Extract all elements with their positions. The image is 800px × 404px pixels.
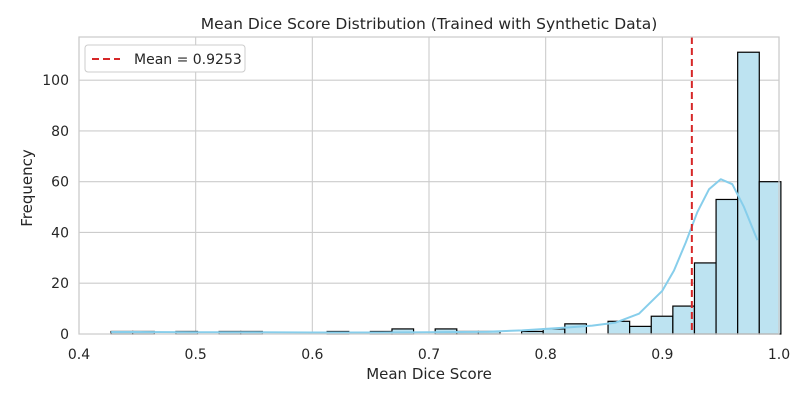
x-axis-label: Mean Dice Score <box>366 365 492 383</box>
plot-frame <box>78 36 780 335</box>
x-tick-label-6: 1.0 <box>768 347 790 363</box>
x-tick-label-1: 0.5 <box>185 347 207 363</box>
x-tick-label-3: 0.7 <box>418 347 440 363</box>
histogram-bar-27 <box>693 262 717 335</box>
x-tick-label-0: 0.4 <box>68 347 90 363</box>
chart-title: Mean Dice Score Distribution (Trained wi… <box>201 15 658 33</box>
legend-label-mean: Mean = 0.9253 <box>134 52 242 68</box>
y-tick-labels: 0 20 40 60 80 100 <box>42 73 69 343</box>
histogram-bar-25 <box>650 315 674 335</box>
y-tick-label-2: 40 <box>51 225 69 241</box>
y-tick-label-0: 0 <box>60 327 69 343</box>
y-axis-label: Frequency <box>18 149 36 227</box>
grid-lines <box>78 37 780 335</box>
histogram-bar-28 <box>715 198 739 335</box>
y-tick-label-3: 60 <box>51 175 69 191</box>
axis-frame <box>78 36 780 335</box>
x-tick-labels: 0.4 0.5 0.6 0.7 0.8 0.9 1.0 <box>68 347 790 363</box>
kde-curve <box>111 178 759 334</box>
legend-box <box>84 44 246 73</box>
histogram-bar-24 <box>629 325 652 335</box>
histogram-bars <box>110 51 782 335</box>
x-tick-label-2: 0.6 <box>301 347 323 363</box>
y-tick-label-1: 20 <box>51 276 69 292</box>
legend: Mean = 0.9253 <box>84 44 246 73</box>
y-tick-label-4: 80 <box>51 124 69 140</box>
histogram-bar-30 <box>758 181 782 335</box>
y-tick-label-5: 100 <box>42 73 69 89</box>
x-tick-label-5: 0.9 <box>651 347 673 363</box>
x-tick-label-4: 0.8 <box>535 347 557 363</box>
kde-line <box>111 178 759 334</box>
histogram-bar-29 <box>737 51 760 335</box>
